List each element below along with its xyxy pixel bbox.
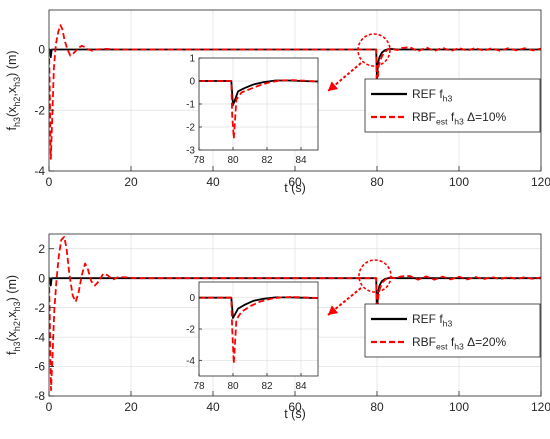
x-tick-label: 100: [449, 175, 469, 189]
x-tick-label: 120: [531, 400, 550, 414]
label-part: f: [448, 110, 455, 124]
y-tick-label: -2: [186, 325, 195, 336]
x-tick-label: 80: [227, 155, 239, 166]
zoom-arrow-head: [328, 305, 339, 315]
label-subscript: h3: [443, 319, 453, 329]
x-tick-label: 80: [370, 400, 384, 414]
label-subscript: est: [436, 342, 448, 352]
label-subscript: h3: [443, 94, 453, 104]
y-tick-label: 1: [189, 54, 195, 65]
legend-box: [364, 303, 541, 358]
y-tick-label: -4: [186, 356, 195, 367]
y-tick-label: -2: [186, 123, 195, 134]
label-part: ,x: [5, 311, 19, 321]
chart-panel-1: 0 20 40 60 80 100 120-4-20t (s)fh3(xh2,xh3) (m…: [5, 9, 550, 195]
x-tick-label: 100: [449, 400, 469, 414]
ref-line: [49, 48, 541, 81]
x-tick-label: 80: [227, 381, 239, 392]
legend-label: RBFest fh3 Δ=10%: [412, 110, 506, 127]
x-tick-label: 78: [193, 155, 205, 166]
x-tick-label: 40: [206, 175, 220, 189]
inset-series-group: [199, 79, 318, 140]
label-part: ) (m): [5, 50, 19, 76]
label-subscript: est: [436, 117, 448, 127]
x-tick-label: 78: [193, 381, 205, 392]
label-subscript: h3: [12, 342, 22, 352]
label-part: ,x: [5, 86, 19, 96]
y-axis-label: fh3(xh2,xh3) (m): [5, 275, 22, 355]
x-tick-label: 20: [124, 175, 138, 189]
y-tick-label: -8: [34, 389, 45, 403]
y-tick-label: -3: [186, 146, 195, 157]
label-subscript: h2: [12, 97, 22, 107]
label-part: f: [5, 351, 19, 355]
legend-box: [364, 78, 541, 133]
x-tick-label: 40: [206, 400, 220, 414]
label-part: (x: [5, 330, 19, 341]
x-tick-label: 120: [531, 175, 550, 189]
y-tick-label: -4: [34, 330, 45, 344]
x-tick-label: 80: [370, 175, 384, 189]
zoom-arrow-head: [328, 81, 339, 91]
y-tick-label: 0: [38, 43, 45, 57]
zoom-circle: [357, 33, 391, 67]
label-part: f: [448, 335, 455, 349]
y-tick-label: -2: [34, 301, 45, 315]
label-part: f: [5, 127, 19, 131]
series-group: [49, 24, 541, 160]
y-tick-label: -4: [34, 164, 45, 178]
label-part: REF f: [412, 87, 443, 101]
label-part: RBF: [412, 335, 436, 349]
y-tick-label: 0: [189, 293, 195, 304]
legend-label: REF fh3: [412, 87, 452, 104]
x-axis-label: t (s): [284, 181, 306, 195]
label-part: REF f: [412, 312, 443, 326]
label-subscript: h3: [12, 117, 22, 127]
y-tick-label: -6: [34, 360, 45, 374]
label-subscript: h3: [454, 342, 464, 352]
x-tick-label: 82: [261, 381, 273, 392]
y-tick-label: 0: [189, 77, 195, 88]
label-subscript: h2: [12, 321, 22, 331]
x-tick-label: 60: [288, 175, 302, 189]
label-part: (x: [5, 106, 19, 117]
legend-label: RBFest fh3 Δ=20%: [412, 335, 506, 352]
rbf-est-line: [49, 24, 541, 160]
label-subscript: h3: [12, 77, 22, 87]
rbf-est-line: [49, 236, 541, 391]
inset-zoom: 78 80 82 84 -3 -2 -1 0 1: [186, 54, 319, 166]
inset-rbf-est-line: [199, 296, 318, 365]
y-tick-label: -2: [34, 103, 45, 117]
series-group: [49, 236, 541, 391]
y-tick-label: -1: [186, 100, 195, 111]
label-part: Δ=20%: [464, 335, 507, 349]
x-tick-label: 84: [295, 381, 307, 392]
y-axis-label: fh3(xh2,xh3) (m): [5, 50, 22, 130]
y-tick-label: 2: [38, 242, 45, 256]
label-part: ) (m): [5, 275, 19, 301]
label-subscript: h3: [12, 301, 22, 311]
x-tick-label: 60: [288, 400, 302, 414]
label-subscript: h3: [454, 117, 464, 127]
x-tick-label: 84: [295, 155, 307, 166]
label-part: RBF: [412, 110, 436, 124]
inset-zoom: 78 80 82 84 -4 -2 0: [186, 281, 319, 392]
inset-series-group: [199, 296, 318, 365]
x-tick-label: 20: [124, 400, 138, 414]
x-tick-label: 82: [261, 155, 273, 166]
x-axis-label: t (s): [284, 407, 306, 421]
legend-label: REF fh3: [412, 312, 452, 329]
zoom-circle: [358, 259, 392, 293]
y-tick-label: 0: [38, 271, 45, 285]
label-part: Δ=10%: [464, 110, 507, 124]
inset-rbf-est-line: [199, 79, 318, 140]
x-tick-label: 0: [46, 175, 53, 189]
x-tick-label: 0: [46, 400, 53, 414]
